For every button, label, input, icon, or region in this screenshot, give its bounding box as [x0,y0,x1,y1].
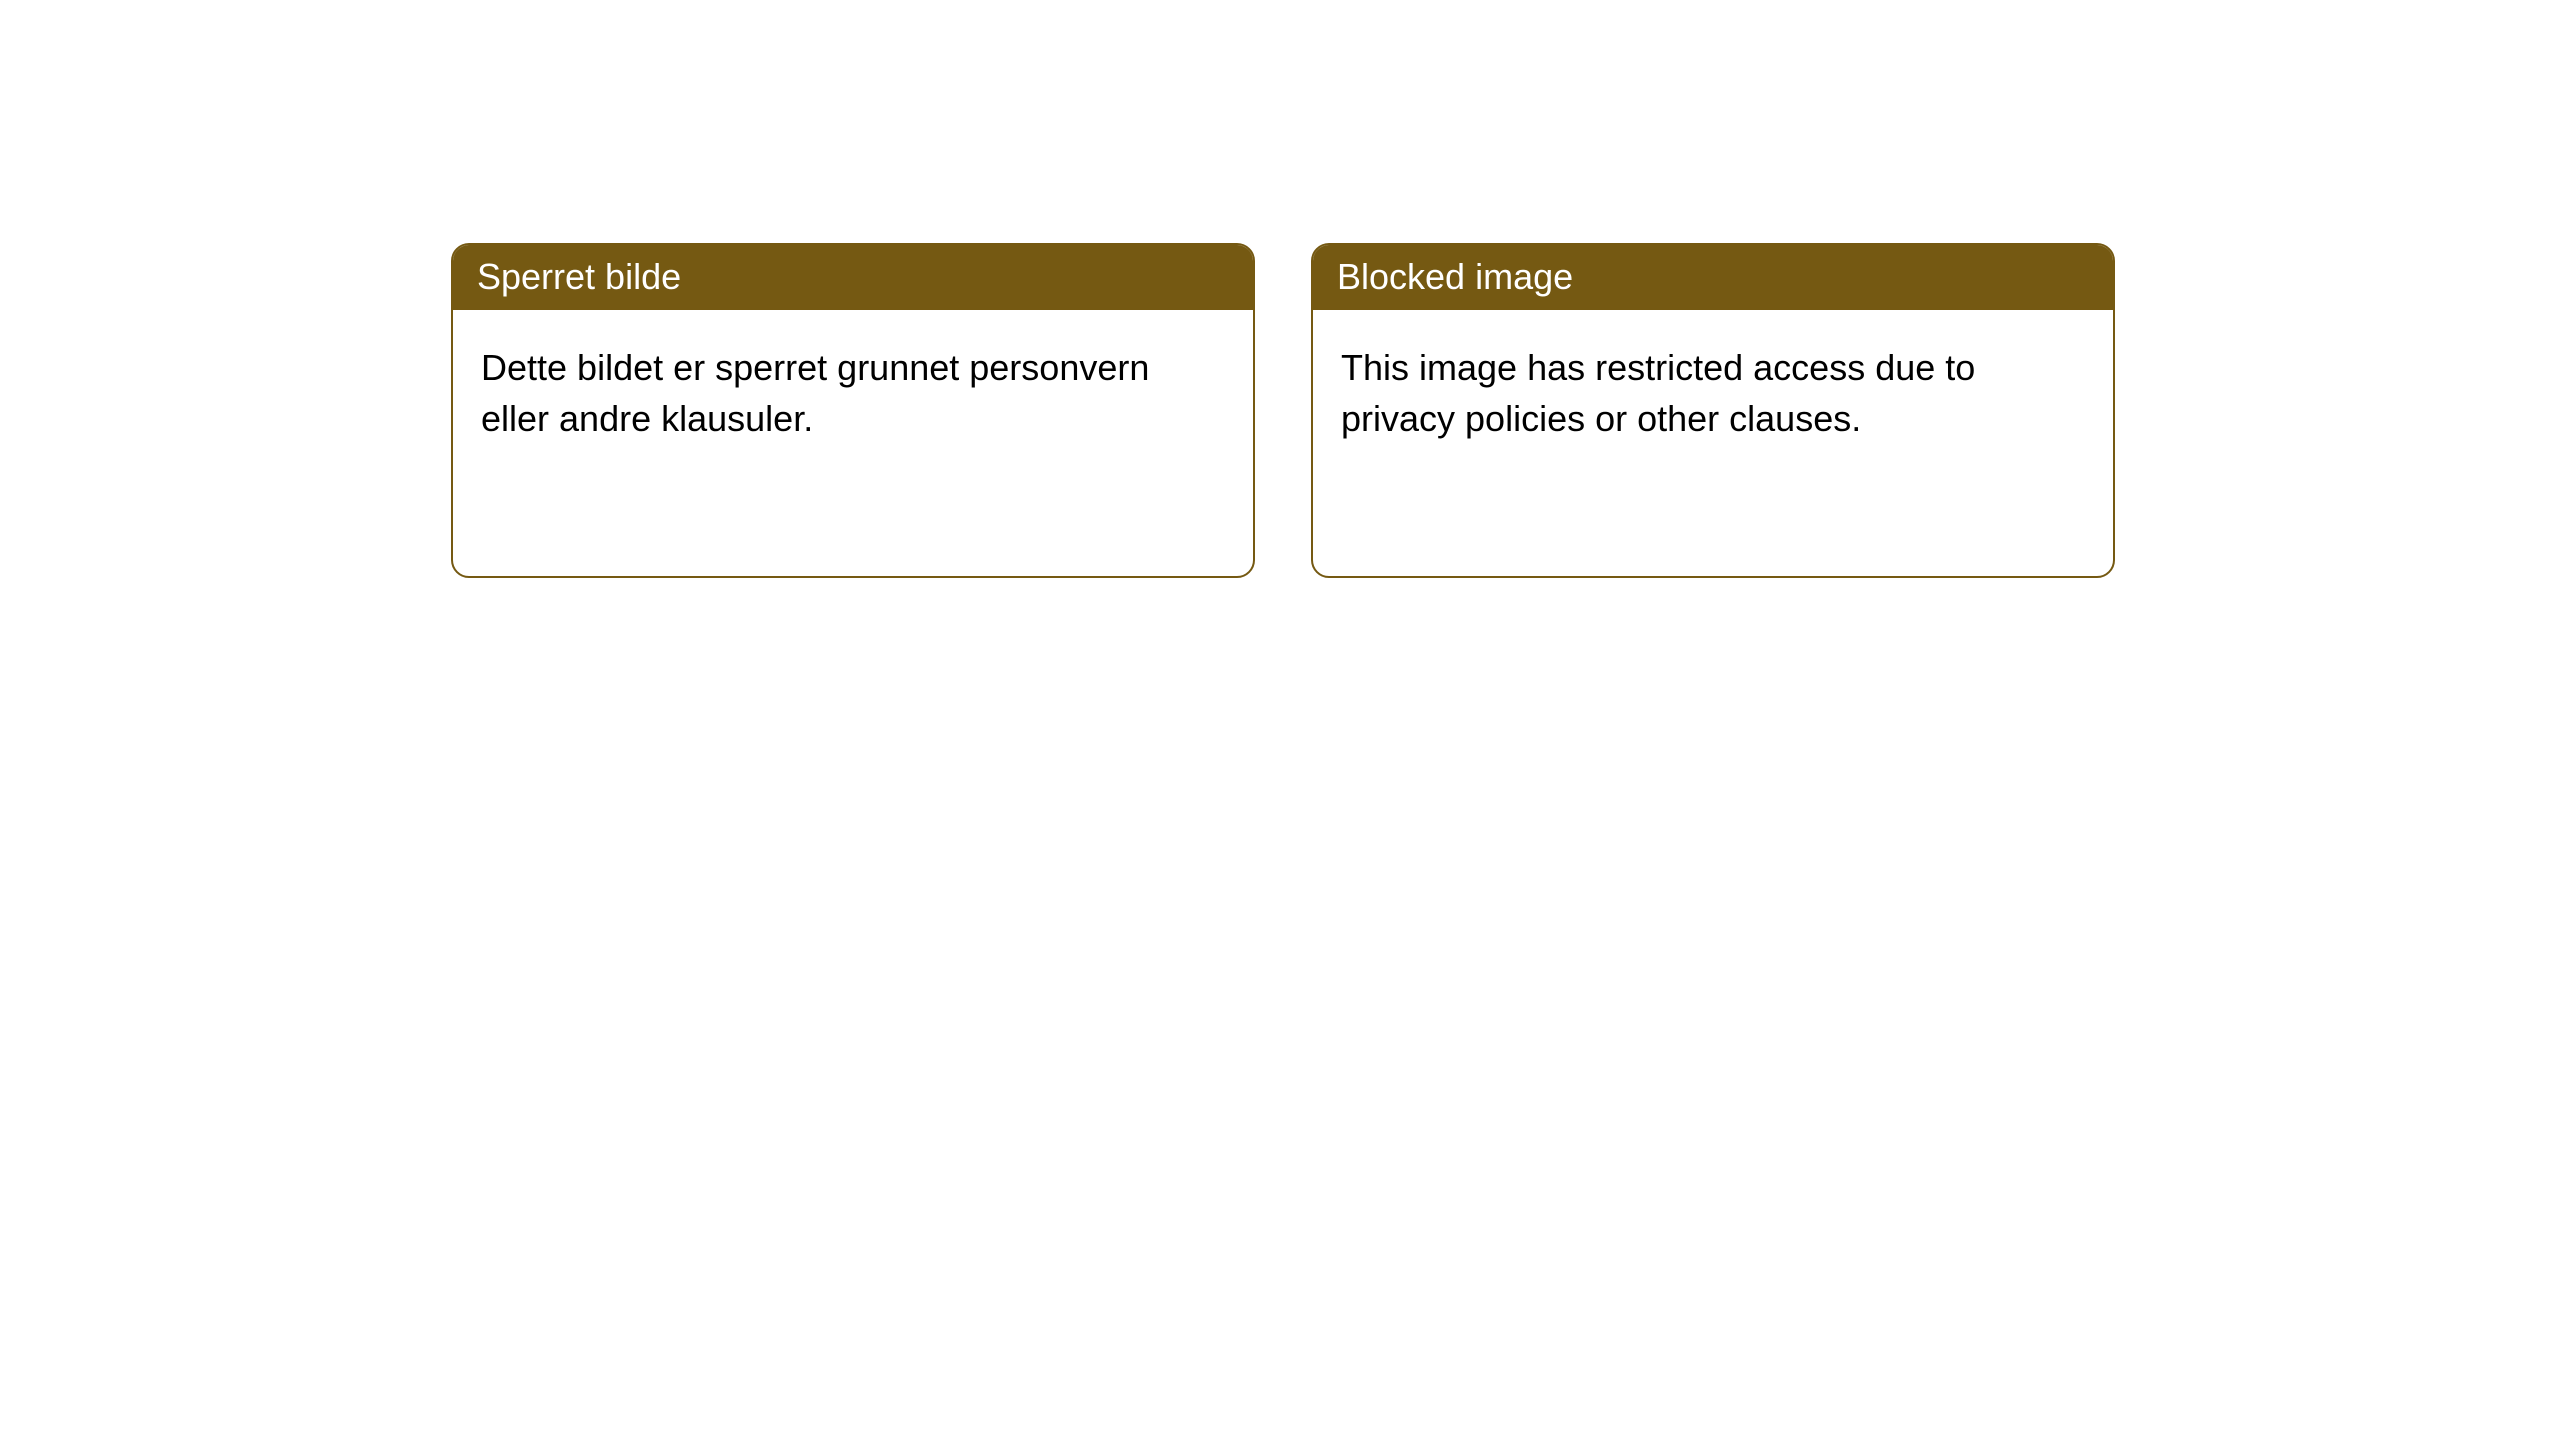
card-title: Sperret bilde [477,256,681,297]
blocked-image-card-english: Blocked image This image has restricted … [1311,243,2115,578]
blocked-image-card-norwegian: Sperret bilde Dette bildet er sperret gr… [451,243,1255,578]
card-body: Dette bildet er sperret grunnet personve… [453,310,1253,476]
card-header: Blocked image [1313,245,2113,310]
card-title: Blocked image [1337,256,1573,297]
card-body-text: This image has restricted access due to … [1341,347,1975,439]
notice-cards-container: Sperret bilde Dette bildet er sperret gr… [451,243,2560,578]
card-body-text: Dette bildet er sperret grunnet personve… [481,347,1149,439]
card-header: Sperret bilde [453,245,1253,310]
card-body: This image has restricted access due to … [1313,310,2113,476]
